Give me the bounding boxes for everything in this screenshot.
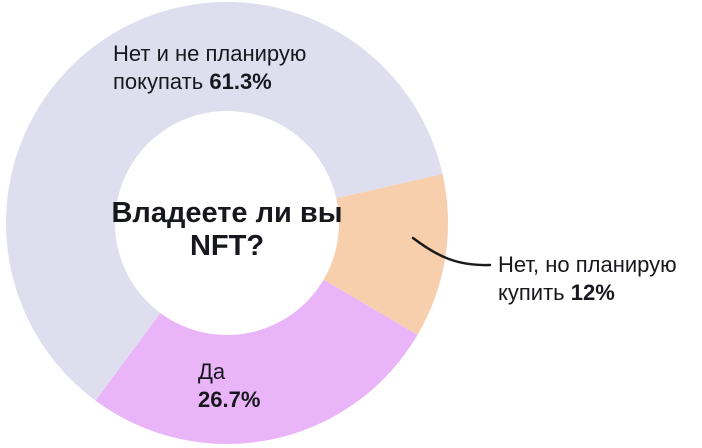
label-yes-line1: Да — [198, 359, 226, 384]
segment-no-plan — [6, 2, 443, 401]
label-no-plan-line1: Нет и не планирую — [113, 41, 307, 66]
label-plan-percent: 12% — [570, 280, 615, 305]
center-question-line1: Владеете ли вы — [111, 197, 343, 229]
label-yes-percent: 26.7% — [198, 387, 261, 412]
segment-plan-to-buy — [323, 174, 448, 335]
center-question-line2: NFT? — [189, 230, 265, 262]
label-plan-to-buy: Нет, но планирую купить 12% — [498, 251, 677, 307]
leader-line-plan-to-buy — [411, 236, 492, 267]
label-no-plan-percent: 61.3% — [209, 69, 272, 94]
label-no-plan-line2: покупать 61.3% — [113, 69, 272, 94]
label-yes: Да 26.7% — [198, 358, 260, 414]
label-no-plan: Нет и не планирую покупать 61.3% — [113, 40, 306, 96]
label-plan-line1: Нет, но планирую — [498, 252, 677, 277]
chart-center-question: Владеете ли вы NFT? — [102, 197, 352, 263]
segment-yes — [95, 279, 418, 444]
label-plan-line2: купить 12% — [498, 280, 615, 305]
